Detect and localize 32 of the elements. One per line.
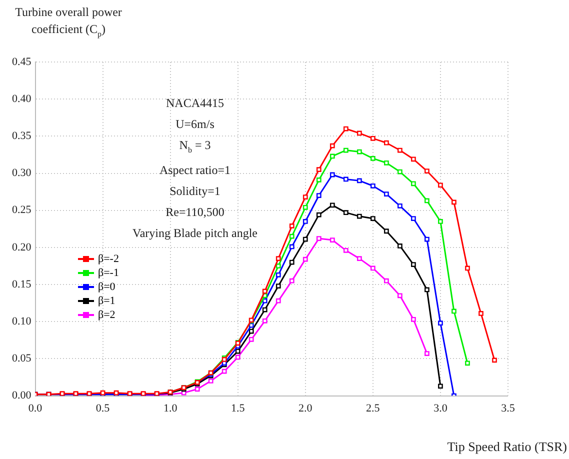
annotation: Varying Blade pitch angle (132, 225, 258, 242)
x-tick-label: 0.0 (28, 402, 43, 414)
y-tick-label: 0.20 (12, 241, 32, 254)
annotation: NACA4415 (164, 95, 225, 112)
y-tick-label: 0.10 (12, 316, 32, 328)
x-tick-label: 3.0 (434, 402, 448, 414)
legend-label: β=-1 (98, 266, 119, 280)
x-tick-label: 1.0 (163, 402, 178, 414)
legend-label: β=2 (98, 308, 116, 322)
legend-label: β=0 (98, 280, 116, 294)
x-tick-label: 0.5 (96, 402, 110, 414)
annotation: U=6m/s (174, 116, 216, 133)
y-tick-label: 0.25 (12, 204, 32, 216)
y-tick-label: 0.05 (12, 352, 32, 365)
legend-label: β=-2 (98, 252, 119, 266)
y-tick-label: 0.00 (12, 390, 32, 402)
x-tick-label: 2.5 (366, 402, 380, 414)
x-tick-label: 3.5 (501, 402, 516, 414)
y-tick-label: 0.35 (12, 130, 32, 142)
y-tick-label: 0.45 (12, 56, 32, 68)
annotation: Solidity=1 (168, 183, 222, 200)
y-tick-label: 0.40 (12, 92, 32, 105)
annotation: N$_{b}$ = 3 (178, 137, 212, 156)
x-tick-label: 2.0 (298, 402, 313, 414)
x-tick-label: 1.5 (230, 402, 246, 414)
x-axis-title: Tip Speed Ratio (TSR) (447, 439, 567, 455)
annotation: Re=110,500 (164, 204, 226, 222)
y-tick-label: 0.15 (12, 278, 32, 290)
y-tick-label: 0.30 (12, 167, 32, 180)
annotation: Aspect ratio=1 (158, 162, 232, 180)
y-axis-title: Turbine overall power coefficient (C$_{p}$) (14, 4, 123, 40)
legend-label: β=1 (98, 294, 116, 308)
